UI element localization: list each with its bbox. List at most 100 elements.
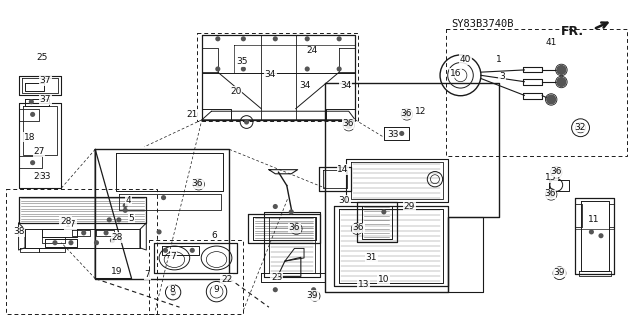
Text: 7: 7 [170,252,176,261]
Text: 41: 41 [545,38,557,47]
Circle shape [107,217,112,222]
Circle shape [244,120,249,125]
Circle shape [556,77,566,87]
Text: 23: 23 [271,272,282,281]
Text: 7: 7 [145,270,150,279]
Text: SY83B3740B: SY83B3740B [452,19,514,29]
Text: 16: 16 [450,69,461,78]
Text: 34: 34 [300,81,311,90]
Bar [149,241,243,314]
Circle shape [273,204,278,209]
Circle shape [81,230,86,235]
Circle shape [123,208,128,213]
Text: 18: 18 [24,133,35,142]
Circle shape [399,131,404,136]
Text: 34: 34 [264,70,276,79]
Text: 26: 26 [33,172,45,181]
Text: 4: 4 [125,196,131,205]
Text: 6: 6 [212,231,218,240]
Circle shape [123,203,128,208]
Text: 29: 29 [404,202,415,211]
Text: 37: 37 [40,76,51,85]
Bar [447,29,627,156]
Text: 36: 36 [289,223,300,232]
Circle shape [589,229,594,234]
Text: 25: 25 [36,53,48,62]
Text: 22: 22 [221,275,232,284]
Text: 9: 9 [213,285,219,293]
Circle shape [157,229,162,234]
Circle shape [311,287,316,292]
Circle shape [579,126,582,130]
Text: 31: 31 [365,253,377,262]
Text: FR.: FR. [561,25,584,38]
Text: 12: 12 [415,107,426,116]
Text: 36: 36 [353,223,364,232]
Circle shape [337,36,342,41]
Text: 21: 21 [187,110,198,119]
Circle shape [598,233,604,238]
Circle shape [189,248,195,253]
Text: 34: 34 [340,81,351,90]
Circle shape [345,121,353,129]
Text: 32: 32 [574,122,586,132]
Circle shape [381,209,387,214]
Bar [6,189,157,314]
Text: 13: 13 [358,279,369,288]
Circle shape [289,209,294,214]
Text: 14: 14 [337,165,349,174]
Circle shape [171,290,175,295]
Circle shape [110,238,115,243]
Circle shape [163,248,168,253]
Bar [197,33,358,122]
Circle shape [557,271,562,276]
Text: 15: 15 [545,174,557,182]
Circle shape [195,181,202,188]
Text: 19: 19 [111,267,123,276]
Circle shape [556,65,566,75]
Circle shape [215,36,220,41]
Text: 5: 5 [129,214,134,223]
Circle shape [552,168,560,176]
Circle shape [403,111,411,118]
Circle shape [273,36,278,41]
Circle shape [104,230,109,235]
Circle shape [94,240,99,245]
Text: 28: 28 [111,233,123,242]
Text: 36: 36 [401,109,412,118]
Circle shape [30,112,35,117]
Circle shape [241,36,246,41]
Circle shape [391,131,396,136]
Circle shape [241,66,246,71]
Circle shape [547,191,555,198]
Circle shape [215,66,220,71]
Text: 28: 28 [60,217,72,226]
Text: 33: 33 [387,130,399,139]
Circle shape [52,240,58,245]
Text: 20: 20 [230,87,241,96]
Text: 37: 37 [40,95,51,104]
Circle shape [353,225,361,233]
Text: 38: 38 [13,227,24,236]
Circle shape [292,225,300,233]
Circle shape [312,293,317,299]
Text: 1: 1 [496,55,502,64]
Text: 40: 40 [460,55,471,64]
Text: 36: 36 [544,189,556,198]
Text: 24: 24 [306,46,317,56]
Text: 17: 17 [65,220,77,229]
Text: 39: 39 [307,291,318,300]
Circle shape [546,94,556,105]
Circle shape [161,195,166,200]
Text: 35: 35 [236,57,248,66]
Circle shape [337,66,342,71]
Text: 33: 33 [40,173,51,182]
Circle shape [29,99,34,104]
Text: 27: 27 [33,147,45,156]
Text: 10: 10 [378,275,390,284]
Text: 3: 3 [499,72,505,81]
Circle shape [305,36,310,41]
Circle shape [273,287,278,292]
Text: 36: 36 [550,167,562,176]
Text: 11: 11 [588,215,599,224]
